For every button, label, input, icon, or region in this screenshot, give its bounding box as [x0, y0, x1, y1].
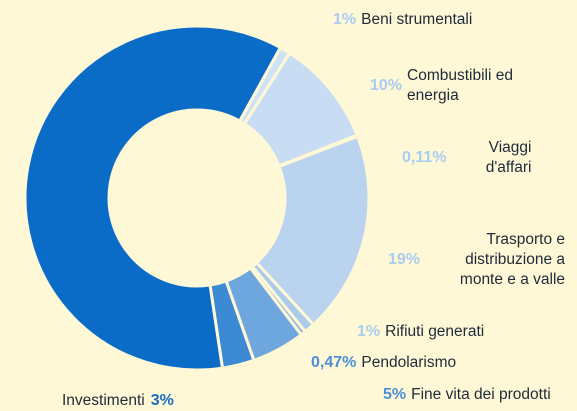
category-label: Beni strumentali: [361, 11, 473, 28]
segment-label: 0,11% Viaggi d'affari: [402, 138, 531, 178]
percent-label: 1%: [333, 11, 357, 28]
category-label: Fine vita dei prodotti: [411, 386, 551, 403]
segment-label: 1% Rifiuti generati: [357, 322, 555, 342]
percent-label: 0,11%: [402, 149, 447, 166]
percent-label: 3%: [150, 392, 174, 409]
category-label: Pendolarismo: [361, 354, 457, 371]
donut-segment: [23, 24, 283, 372]
segment-label: 1% Beni strumentali: [333, 10, 531, 30]
segment-label: Investimenti 3%: [62, 391, 179, 411]
category-label: Rifiuti generati: [385, 323, 485, 340]
category-label: Viaggi d'affari: [485, 139, 532, 176]
percent-label: 19%: [388, 251, 421, 268]
segment-label: 5% Fine vita dei prodotti: [383, 385, 577, 405]
category-label: Combustibili ed energia: [407, 67, 513, 104]
percent-label: 5%: [383, 386, 407, 403]
category-label: Investimenti: [62, 392, 145, 409]
segment-label: 19% Trasporto e distribuzione a monte e a…: [388, 230, 565, 290]
percent-label: 10%: [370, 77, 403, 94]
category-label: Trasporto e distribuzione a monte e a va…: [459, 231, 566, 288]
percent-label: 1%: [357, 323, 381, 340]
donut-segment: [254, 134, 371, 327]
percent-label: 0,47%: [311, 354, 357, 371]
segment-label: 0,47% Pendolarismo: [311, 353, 531, 373]
segment-label: 10% Combustibili ed energia: [370, 66, 527, 106]
